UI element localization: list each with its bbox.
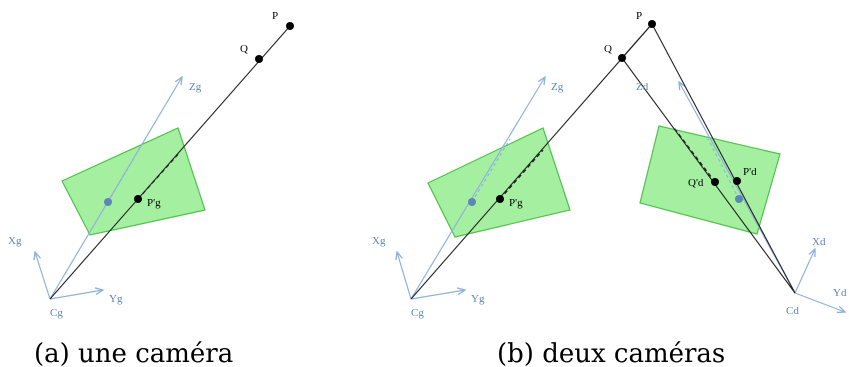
- ray-cd-q-hidden: [673, 127, 716, 183]
- label-xg: Xg: [372, 235, 386, 247]
- point-pd-img: [733, 177, 741, 185]
- point-q: [255, 55, 263, 63]
- label-xd: Xd: [812, 236, 826, 248]
- ray-cd-q: [621, 57, 796, 294]
- principal-point: [104, 198, 112, 206]
- label-zg: Zg: [551, 81, 564, 93]
- ray-cg-p: [49, 25, 291, 300]
- axis-yg: [410, 290, 465, 300]
- label-pg-img: P'g: [509, 197, 523, 209]
- label-cd: Cd: [786, 305, 799, 317]
- point-p: [648, 20, 656, 28]
- ray-cd-p: [651, 23, 796, 294]
- axis-xg: [397, 252, 412, 300]
- label-zd: Zd: [636, 81, 649, 93]
- axis-zg: [49, 77, 182, 300]
- ray-hidden-segment: [137, 151, 181, 200]
- point-pg-img: [496, 195, 504, 203]
- caption-b: (b) deux caméras: [497, 339, 725, 367]
- panel-a: P Q P'g Zg Xg Yg Cg (a) une caméra: [8, 10, 294, 367]
- point-qd-img: [711, 178, 719, 186]
- point-q: [618, 54, 626, 62]
- axis-zd: [679, 82, 796, 294]
- label-p-img: P'g: [147, 197, 161, 209]
- label-cg: Cg: [50, 307, 63, 319]
- label-zg: Zg: [189, 81, 202, 93]
- axis-zd-hidden: [707, 138, 740, 200]
- axis-yd: [794, 292, 845, 312]
- image-plane-left: [427, 127, 571, 238]
- label-xg: Xg: [8, 235, 22, 247]
- label-q: Q: [604, 43, 612, 55]
- label-yd: Yd: [833, 287, 847, 299]
- label-yg: Yg: [471, 293, 485, 305]
- label-p: P: [636, 10, 642, 22]
- axis-xd: [794, 249, 815, 294]
- label-p: P: [272, 10, 278, 22]
- label-q: Q: [240, 43, 248, 55]
- principal-point-right: [735, 195, 743, 203]
- image-plane-left: [61, 127, 206, 236]
- axis-yg: [49, 290, 103, 300]
- principal-point-left: [468, 198, 476, 206]
- axis-zg-hidden: [107, 138, 146, 203]
- ray-cg-p: [410, 23, 653, 300]
- image-plane-right: [639, 125, 781, 235]
- axis-xg: [35, 252, 51, 300]
- label-qd-img: Q'd: [688, 177, 704, 189]
- label-cg: Cg: [411, 307, 424, 319]
- ray-p-q: [621, 23, 653, 59]
- ray-left-hidden: [499, 149, 544, 200]
- panel-b: P Q P'g Q'd P'd Zg Xg Yg Cg Zd Xd Yd Cd …: [372, 10, 847, 367]
- caption-a: (a) une caméra: [34, 339, 233, 367]
- point-p: [286, 22, 294, 30]
- label-pd-img: P'd: [743, 166, 757, 178]
- label-yg: Yg: [109, 293, 123, 305]
- point-p-img: [134, 195, 142, 203]
- axis-zg: [410, 77, 545, 300]
- axis-zg-hidden: [471, 138, 511, 203]
